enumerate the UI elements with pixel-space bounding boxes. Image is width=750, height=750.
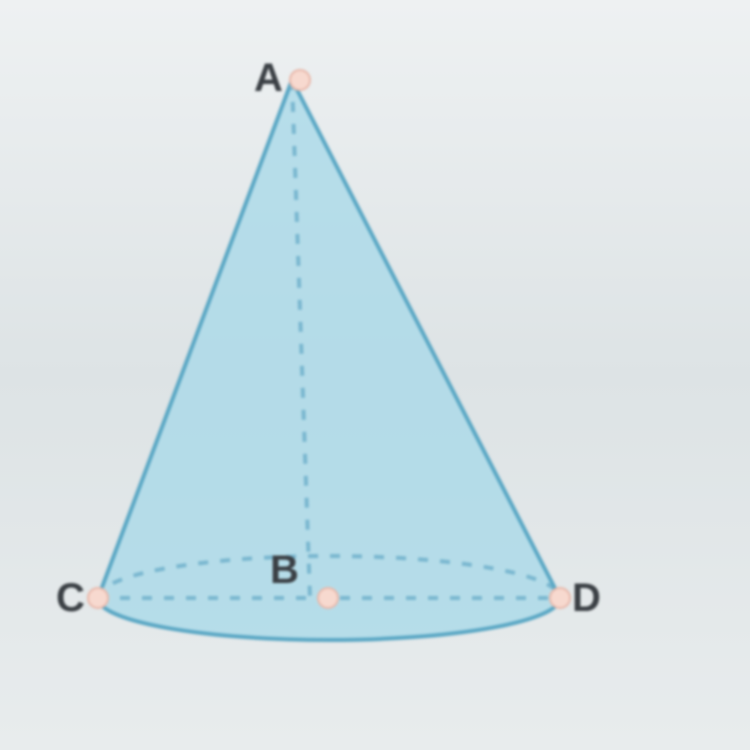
cone-svg <box>0 0 750 750</box>
point-A <box>289 69 311 91</box>
point-D <box>549 587 571 609</box>
point-C <box>87 587 109 609</box>
point-B <box>317 587 339 609</box>
cone-diagram: A B C D <box>0 0 750 750</box>
label-B: B <box>270 548 299 593</box>
label-A: A <box>254 56 283 101</box>
label-D: D <box>572 576 601 621</box>
label-C: C <box>56 576 85 621</box>
